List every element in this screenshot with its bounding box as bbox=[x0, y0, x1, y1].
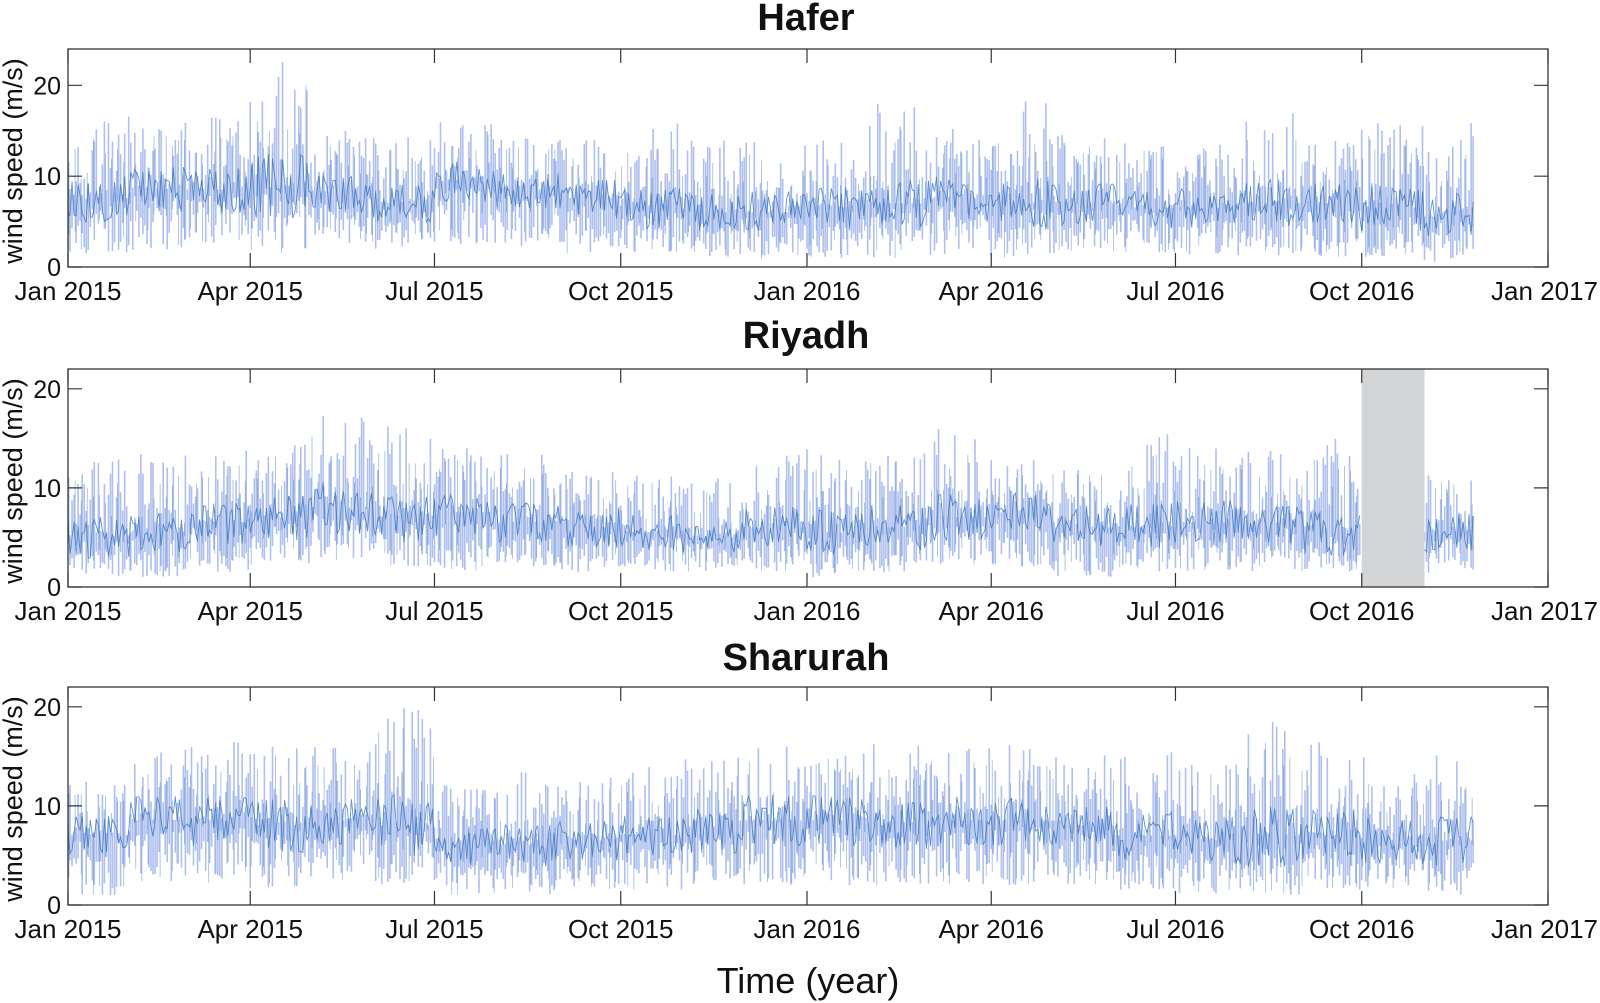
x-tick-label: Jan 2016 bbox=[753, 914, 860, 944]
wind-speed-spikes bbox=[68, 85, 1473, 259]
panel-riyadh: Riyadh wind speed (m/s) 0 10 20 Jan 2015 Apr 2… bbox=[0, 315, 1598, 626]
x-tick-label: Apr 2015 bbox=[197, 596, 303, 626]
panel-title: Sharurah bbox=[723, 637, 890, 679]
wind-speed-spikes bbox=[68, 727, 1473, 895]
x-tick-label: Jan 2015 bbox=[15, 596, 122, 626]
plot-area bbox=[68, 415, 1474, 578]
x-tick-label: Apr 2016 bbox=[938, 596, 1044, 626]
y-tick-label: 10 bbox=[33, 163, 61, 191]
x-tick-label: Jul 2016 bbox=[1126, 596, 1224, 626]
y-axis-label: wind speed (m/s) bbox=[0, 58, 28, 265]
wind-speed-range-bars bbox=[68, 415, 1474, 578]
missing-data-region bbox=[1361, 369, 1425, 587]
y-tick-label: 0 bbox=[47, 892, 61, 920]
y-tick-label: 20 bbox=[33, 376, 61, 404]
axes-box bbox=[67, 686, 1549, 906]
y-tick-label: 20 bbox=[33, 694, 61, 722]
wind-speed-series-line bbox=[68, 153, 1474, 237]
x-tick-label: Jan 2015 bbox=[15, 914, 122, 944]
x-tick-label: Jan 2016 bbox=[753, 276, 860, 306]
x-tick-label: Oct 2016 bbox=[1309, 276, 1415, 306]
panel-sharurah: Sharurah wind speed (m/s) 0 10 20 Jan 2015 Apr… bbox=[0, 637, 1598, 944]
plot-area bbox=[68, 62, 1474, 262]
wind-speed-series-line bbox=[68, 793, 1474, 867]
figure-x-axis-label: Time (year) bbox=[717, 960, 900, 1001]
y-tick-label: 10 bbox=[33, 793, 61, 821]
x-tick-label: Jul 2016 bbox=[1126, 276, 1224, 306]
y-tick-label: 0 bbox=[47, 574, 61, 602]
wind-speed-spikes bbox=[68, 436, 1473, 574]
y-axis-label: wind speed (m/s) bbox=[0, 378, 28, 585]
x-tick-label: Jan 2017 bbox=[1491, 914, 1598, 944]
x-tick-label: Apr 2016 bbox=[938, 914, 1044, 944]
y-tick-label: 10 bbox=[33, 475, 61, 503]
x-tick-label: Jul 2015 bbox=[385, 914, 483, 944]
y-axis-label: wind speed (m/s) bbox=[0, 696, 28, 903]
wind-speed-range-bars bbox=[68, 62, 1474, 262]
y-tick-label: 0 bbox=[47, 254, 61, 282]
panel-title: Riyadh bbox=[743, 315, 870, 357]
x-tick-label: Jan 2017 bbox=[1491, 276, 1598, 306]
plot-area bbox=[68, 708, 1474, 895]
y-tick-label: 20 bbox=[33, 72, 61, 100]
x-tick-label: Apr 2016 bbox=[938, 276, 1044, 306]
axes-box bbox=[67, 48, 1549, 268]
x-tick-label: Oct 2015 bbox=[568, 914, 674, 944]
x-tick-label: Jan 2015 bbox=[15, 276, 122, 306]
x-tick-label: Oct 2015 bbox=[568, 276, 674, 306]
x-tick-label: Jan 2016 bbox=[753, 596, 860, 626]
panel-hafer: Hafer wind speed (m/s) 0 10 20 Jan 2015 Apr 20… bbox=[0, 0, 1598, 306]
x-tick-label: Apr 2015 bbox=[197, 914, 303, 944]
x-tick-label: Oct 2016 bbox=[1309, 914, 1415, 944]
x-tick-label: Oct 2015 bbox=[568, 596, 674, 626]
x-tick-label: Apr 2015 bbox=[197, 276, 303, 306]
panel-title: Hafer bbox=[757, 0, 854, 39]
x-tick-label: Jul 2016 bbox=[1126, 914, 1224, 944]
x-tick-label: Jan 2017 bbox=[1491, 596, 1598, 626]
x-tick-label: Oct 2016 bbox=[1309, 596, 1415, 626]
axes-box bbox=[67, 368, 1549, 588]
x-tick-label: Jul 2015 bbox=[385, 276, 483, 306]
x-tick-label: Jul 2015 bbox=[385, 596, 483, 626]
wind-speed-range-bars bbox=[68, 708, 1474, 895]
